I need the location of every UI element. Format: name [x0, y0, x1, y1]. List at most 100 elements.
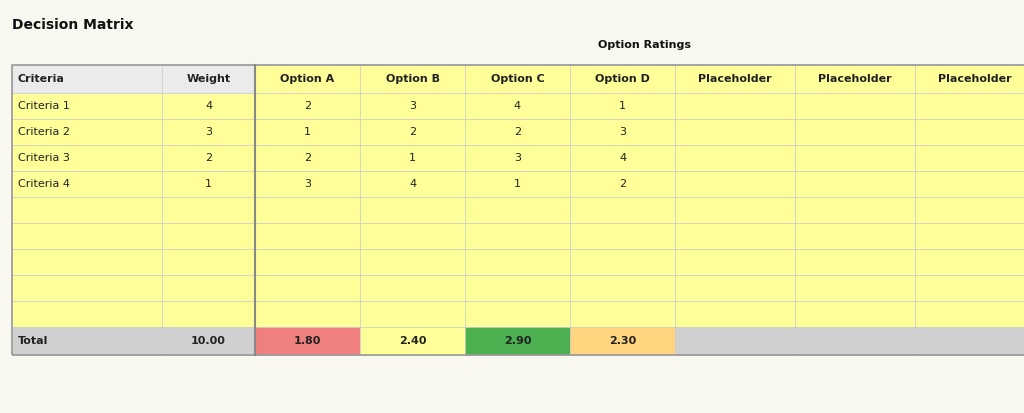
Bar: [795, 301, 915, 327]
Bar: [162, 275, 255, 301]
Bar: [675, 65, 795, 93]
Bar: [465, 145, 570, 171]
Bar: [360, 327, 465, 355]
Bar: [675, 275, 795, 301]
Text: 2: 2: [618, 179, 626, 189]
Bar: [570, 145, 675, 171]
Text: 1: 1: [205, 179, 212, 189]
Text: 3: 3: [618, 127, 626, 137]
Bar: [915, 327, 1024, 355]
Bar: [255, 65, 360, 93]
Bar: [360, 249, 465, 275]
Text: 1: 1: [514, 179, 521, 189]
Bar: [12, 327, 162, 355]
Bar: [12, 249, 162, 275]
Bar: [915, 171, 1024, 197]
Bar: [570, 223, 675, 249]
Bar: [570, 249, 675, 275]
Bar: [360, 145, 465, 171]
Bar: [570, 93, 675, 119]
Bar: [162, 171, 255, 197]
Text: 2.30: 2.30: [609, 336, 636, 346]
Bar: [255, 275, 360, 301]
Bar: [570, 301, 675, 327]
Bar: [12, 65, 1024, 355]
Text: 1: 1: [304, 127, 311, 137]
Text: Criteria 2: Criteria 2: [18, 127, 70, 137]
Bar: [465, 249, 570, 275]
Bar: [255, 171, 360, 197]
Text: Option D: Option D: [595, 74, 650, 84]
Bar: [570, 197, 675, 223]
Text: 4: 4: [205, 101, 212, 111]
Text: 1: 1: [618, 101, 626, 111]
Text: 2: 2: [205, 153, 212, 163]
Text: 2: 2: [409, 127, 416, 137]
Text: Total: Total: [18, 336, 48, 346]
Text: 2: 2: [304, 153, 311, 163]
Bar: [915, 197, 1024, 223]
Bar: [795, 197, 915, 223]
Bar: [360, 197, 465, 223]
Bar: [465, 171, 570, 197]
Bar: [12, 301, 162, 327]
Bar: [12, 145, 162, 171]
Bar: [795, 171, 915, 197]
Text: 10.00: 10.00: [191, 336, 226, 346]
Bar: [12, 119, 162, 145]
Text: 2: 2: [514, 127, 521, 137]
Text: 4: 4: [409, 179, 416, 189]
Bar: [675, 301, 795, 327]
Bar: [360, 65, 465, 93]
Text: 2.90: 2.90: [504, 336, 531, 346]
Bar: [465, 327, 570, 355]
Bar: [675, 171, 795, 197]
Bar: [675, 145, 795, 171]
Bar: [570, 171, 675, 197]
Bar: [162, 145, 255, 171]
Bar: [570, 327, 675, 355]
Bar: [162, 119, 255, 145]
Bar: [915, 275, 1024, 301]
Bar: [255, 197, 360, 223]
Bar: [795, 145, 915, 171]
Text: 4: 4: [618, 153, 626, 163]
Bar: [12, 171, 162, 197]
Bar: [162, 197, 255, 223]
Text: Criteria 3: Criteria 3: [18, 153, 70, 163]
Bar: [12, 275, 162, 301]
Text: 2: 2: [304, 101, 311, 111]
Bar: [255, 249, 360, 275]
Bar: [465, 93, 570, 119]
Text: Option C: Option C: [490, 74, 545, 84]
Bar: [162, 65, 255, 93]
Text: Criteria 1: Criteria 1: [18, 101, 70, 111]
Bar: [162, 249, 255, 275]
Bar: [162, 327, 255, 355]
Bar: [12, 197, 162, 223]
Text: Option B: Option B: [385, 74, 439, 84]
Bar: [360, 275, 465, 301]
Bar: [162, 93, 255, 119]
Text: 1: 1: [409, 153, 416, 163]
Bar: [795, 275, 915, 301]
Text: 4: 4: [514, 101, 521, 111]
Bar: [570, 275, 675, 301]
Bar: [915, 119, 1024, 145]
Bar: [675, 223, 795, 249]
Bar: [795, 249, 915, 275]
Bar: [255, 119, 360, 145]
Bar: [12, 65, 162, 93]
Bar: [570, 119, 675, 145]
Bar: [795, 119, 915, 145]
Bar: [915, 93, 1024, 119]
Bar: [255, 327, 360, 355]
Text: Placeholder: Placeholder: [818, 74, 892, 84]
Bar: [360, 301, 465, 327]
Bar: [675, 93, 795, 119]
Bar: [915, 301, 1024, 327]
Bar: [915, 145, 1024, 171]
Text: 1.80: 1.80: [294, 336, 322, 346]
Text: 2.40: 2.40: [398, 336, 426, 346]
Bar: [915, 65, 1024, 93]
